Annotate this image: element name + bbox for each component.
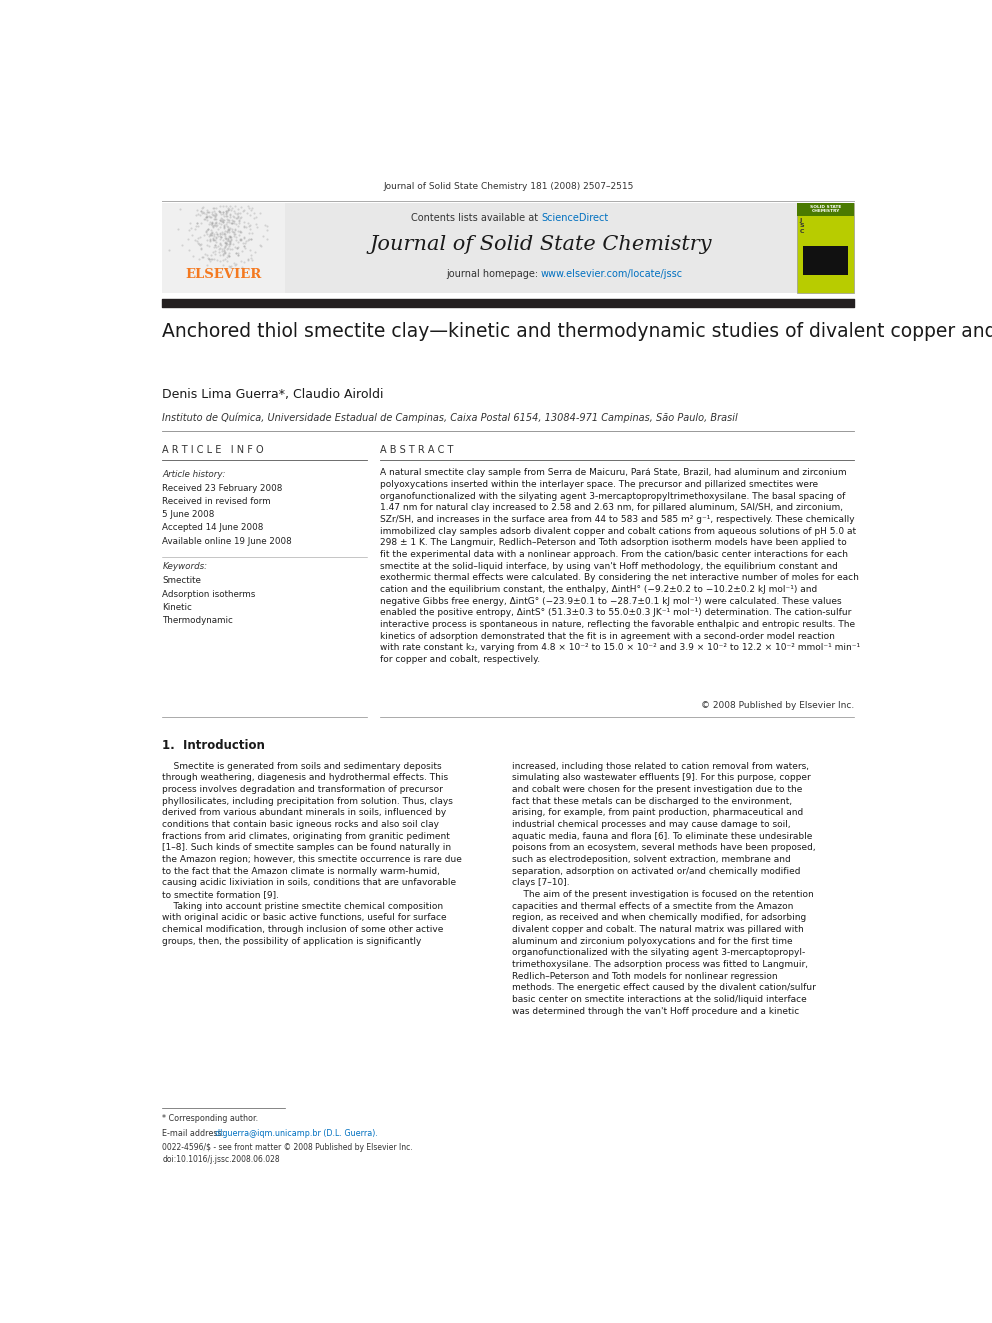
Text: © 2008 Published by Elsevier Inc.: © 2008 Published by Elsevier Inc.	[701, 701, 854, 709]
Text: www.elsevier.com/locate/jssc: www.elsevier.com/locate/jssc	[541, 269, 683, 279]
Bar	[163, 202, 854, 294]
Bar	[803, 246, 848, 275]
Text: Smectite: Smectite	[163, 577, 201, 586]
Text: A R T I C L E   I N F O: A R T I C L E I N F O	[163, 445, 264, 455]
Bar	[797, 202, 854, 294]
Bar	[163, 202, 286, 294]
Text: Accepted 14 June 2008: Accepted 14 June 2008	[163, 524, 264, 532]
Text: 0022-4596/$ - see front matter © 2008 Published by Elsevier Inc.: 0022-4596/$ - see front matter © 2008 Pu…	[163, 1143, 413, 1152]
Text: SOLID STATE
CHEMISTRY: SOLID STATE CHEMISTRY	[809, 205, 841, 213]
Text: Kinetic: Kinetic	[163, 603, 192, 613]
Text: ELSEVIER: ELSEVIER	[186, 269, 262, 280]
Text: Keywords:: Keywords:	[163, 562, 207, 572]
Text: Journal of Solid State Chemistry 181 (2008) 2507–2515: Journal of Solid State Chemistry 181 (20…	[383, 183, 634, 192]
Text: ScienceDirect: ScienceDirect	[541, 213, 608, 222]
Bar	[797, 202, 854, 216]
Text: A B S T R A C T: A B S T R A C T	[380, 445, 453, 455]
Text: Article history:: Article history:	[163, 471, 226, 479]
Text: E-mail address:: E-mail address:	[163, 1129, 227, 1138]
Text: doi:10.1016/j.jssc.2008.06.028: doi:10.1016/j.jssc.2008.06.028	[163, 1155, 280, 1164]
Text: Denis Lima Guerra*, Claudio Airoldi: Denis Lima Guerra*, Claudio Airoldi	[163, 388, 384, 401]
Text: * Corresponding author.: * Corresponding author.	[163, 1114, 259, 1123]
Text: Anchored thiol smectite clay—kinetic and thermodynamic studies of divalent coppe: Anchored thiol smectite clay—kinetic and…	[163, 321, 992, 341]
Text: journal homepage:: journal homepage:	[445, 269, 541, 279]
Text: increased, including those related to cation removal from waters,
simulating als: increased, including those related to ca…	[512, 762, 816, 1016]
Text: Received 23 February 2008: Received 23 February 2008	[163, 484, 283, 492]
Text: J
S
C: J S C	[800, 218, 805, 234]
Text: 1.  Introduction: 1. Introduction	[163, 740, 265, 753]
Text: Smectite is generated from soils and sedimentary deposits
through weathering, di: Smectite is generated from soils and sed…	[163, 762, 462, 946]
Text: Journal of Solid State Chemistry: Journal of Solid State Chemistry	[370, 235, 712, 254]
Text: 5 June 2008: 5 June 2008	[163, 511, 215, 519]
Text: Received in revised form: Received in revised form	[163, 497, 271, 505]
Text: A natural smectite clay sample from Serra de Maicuru, Pará State, Brazil, had al: A natural smectite clay sample from Serr…	[380, 468, 860, 664]
Text: Thermodynamic: Thermodynamic	[163, 617, 233, 626]
Text: Adsorption isotherms: Adsorption isotherms	[163, 590, 256, 599]
Text: dlguerra@iqm.unicamp.br (D.L. Guerra).: dlguerra@iqm.unicamp.br (D.L. Guerra).	[214, 1129, 378, 1138]
Text: Instituto de Química, Universidade Estadual de Campinas, Caixa Postal 6154, 1308: Instituto de Química, Universidade Estad…	[163, 413, 738, 423]
Text: Available online 19 June 2008: Available online 19 June 2008	[163, 537, 293, 545]
Text: Contents lists available at: Contents lists available at	[411, 213, 541, 222]
